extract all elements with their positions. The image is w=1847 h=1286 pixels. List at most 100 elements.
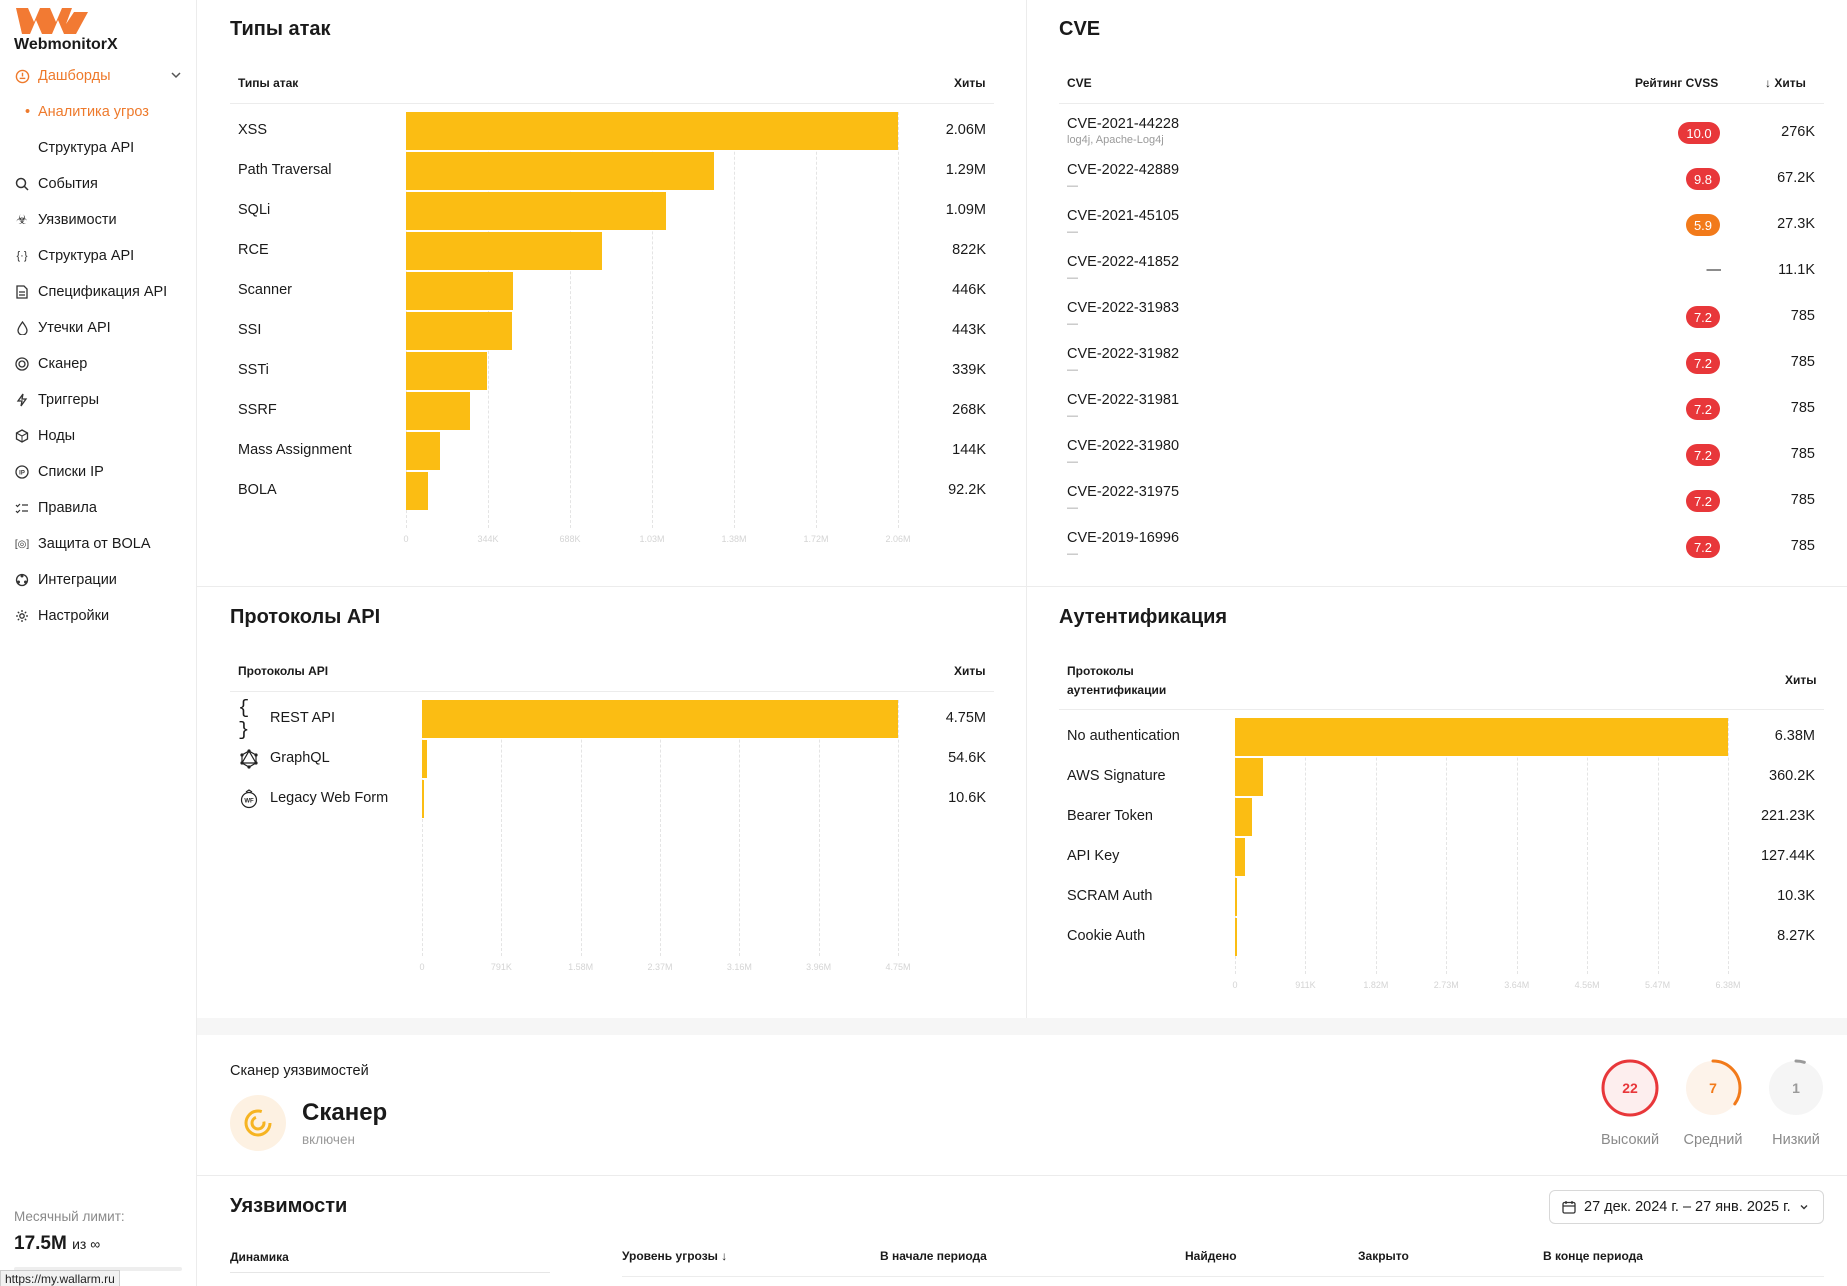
logo-text: WebmonitorX	[14, 36, 118, 53]
drop-icon	[14, 320, 30, 336]
monthly-limit-value: 17.5M из ∞	[14, 1233, 100, 1255]
sidebar-item-api-structure[interactable]: {·} Структура API	[0, 238, 196, 274]
column-header-hits[interactable]: Хиты	[1785, 673, 1817, 687]
column-header-hits-sorted[interactable]: ↓ Хиты	[1765, 76, 1806, 90]
row-value: 11.1K	[1778, 262, 1815, 278]
limit-of: из ∞	[72, 1236, 101, 1252]
x-tick-label: 2.37M	[647, 962, 673, 972]
column-header-cve[interactable]: CVE	[1067, 76, 1092, 90]
cvss-badge: 7.2	[1686, 444, 1720, 466]
x-tick-label: 4.75M	[885, 962, 911, 972]
row-label: XSS	[238, 122, 268, 138]
sidebar-item-vulnerabilities[interactable]: ☣ Уязвимости	[0, 202, 196, 238]
sidebar-item-api-structure-dashboard[interactable]: Структура API	[0, 130, 196, 166]
bar	[406, 152, 715, 190]
cve-id[interactable]: CVE-2021-45105	[1067, 208, 1180, 224]
row-label: Path Traversal	[238, 162, 332, 178]
section-gap	[197, 1018, 1847, 1035]
row-label: REST API	[270, 710, 336, 726]
chart-gridline	[1728, 718, 1729, 974]
chevron-down-icon	[1799, 1202, 1809, 1212]
column-header-period-start[interactable]: В начале периода	[880, 1249, 987, 1263]
chart-gridline	[1375, 718, 1377, 974]
chevron-down-icon[interactable]	[170, 69, 182, 84]
sidebar-item-ip-lists[interactable]: IP Списки IP	[0, 454, 196, 490]
sidebar-item-api-leaks[interactable]: Утечки API	[0, 310, 196, 346]
cve-id[interactable]: CVE-2022-41852	[1067, 254, 1180, 270]
row-value: 67.2K	[1777, 170, 1815, 186]
column-header-cvss[interactable]: Рейтинг CVSS	[1635, 76, 1719, 90]
x-tick-label: 2.73M	[1433, 980, 1459, 990]
bar	[406, 312, 512, 350]
cve-description: —	[1067, 180, 1078, 192]
sidebar-item-integrations[interactable]: Интеграции	[0, 562, 196, 598]
bar	[422, 700, 898, 738]
cve-id[interactable]: CVE-2022-31980	[1067, 438, 1180, 454]
cve-description: —	[1067, 226, 1078, 238]
row-label: GraphQL	[270, 750, 330, 766]
row-label: SQLi	[238, 202, 271, 218]
sidebar-item-nodes[interactable]: Ноды	[0, 418, 196, 454]
scanner-status: включен	[302, 1132, 355, 1147]
cve-id[interactable]: CVE-2022-31982	[1067, 346, 1180, 362]
sidebar-item-label: Уязвимости	[38, 212, 117, 228]
panel-divider-vertical	[1026, 0, 1027, 1018]
cve-id[interactable]: CVE-2022-31981	[1067, 392, 1180, 408]
column-header-found[interactable]: Найдено	[1185, 1249, 1237, 1263]
table-header-divider	[230, 691, 994, 692]
column-header-hits[interactable]: Хиты	[954, 664, 986, 678]
column-header-period-end[interactable]: В конце периода	[1543, 1249, 1643, 1263]
cve-id[interactable]: CVE-2022-42889	[1067, 162, 1180, 178]
column-header-protocol[interactable]: Протоколы API	[238, 664, 329, 678]
column-header-closed[interactable]: Закрыто	[1358, 1249, 1409, 1263]
chart-gridline	[898, 700, 899, 956]
cve-id[interactable]: CVE-2019-16996	[1067, 530, 1180, 546]
column-header-dynamics[interactable]: Динамика	[230, 1250, 289, 1264]
row-value: 6.38M	[1774, 728, 1815, 744]
sidebar-item-events[interactable]: События	[0, 166, 196, 202]
row-label: AWS Signature	[1067, 768, 1166, 784]
sidebar-item-dashboards[interactable]: Дашборды	[0, 58, 196, 94]
vulns-title: Уязвимости	[230, 1195, 348, 1217]
bar	[1235, 838, 1245, 876]
x-tick-label: 1.03M	[639, 534, 665, 544]
date-range-picker[interactable]: 27 дек. 2024 г. – 27 янв. 2025 г.	[1549, 1190, 1824, 1224]
bar	[406, 112, 898, 150]
row-value: 4.75M	[945, 710, 986, 726]
sidebar-item-label: Настройки	[38, 608, 110, 624]
row-value: 1.29M	[945, 162, 986, 178]
row-value: 785	[1790, 400, 1815, 416]
cvss-badge: 9.8	[1686, 168, 1720, 190]
column-header-attack-type[interactable]: Типы атак	[238, 76, 299, 90]
column-header-line: Протоколы	[1067, 664, 1134, 678]
sidebar-item-scanner[interactable]: Сканер	[0, 346, 196, 382]
bar	[406, 432, 441, 470]
column-header-auth-protocol[interactable]: Протоколы аутентификации	[1067, 664, 1166, 697]
cve-id[interactable]: CVE-2022-31983	[1067, 300, 1180, 316]
sidebar-item-label: Спецификация API	[38, 284, 168, 300]
cve-id[interactable]: CVE-2021-44228	[1067, 116, 1180, 132]
row-value: 2.06M	[945, 122, 986, 138]
row-value: 446K	[952, 282, 986, 298]
logo[interactable]: WebmonitorX	[14, 2, 118, 54]
cve-id[interactable]: CVE-2022-31975	[1067, 484, 1180, 500]
risk-label: Высокий	[1600, 1132, 1660, 1148]
column-header-hits[interactable]: Хиты	[954, 76, 986, 90]
column-header-line: аутентификации	[1067, 683, 1167, 697]
chart-gridline	[1305, 718, 1307, 974]
sidebar-item-bola[interactable]: [◎] Защита от BOLA	[0, 526, 196, 562]
sidebar-item-api-spec[interactable]: Спецификация API	[0, 274, 196, 310]
scanner-icon	[14, 356, 30, 372]
sidebar-item-rules[interactable]: Правила	[0, 490, 196, 526]
chart-gridline	[501, 700, 503, 956]
x-tick-label: 344K	[477, 534, 499, 544]
chart-gridline	[1657, 718, 1659, 974]
sidebar-item-settings[interactable]: Настройки	[0, 598, 196, 634]
x-tick-label: 1.38M	[721, 534, 747, 544]
sidebar-item-triggers[interactable]: Триггеры	[0, 382, 196, 418]
column-header-threat-level[interactable]: Уровень угрозы ↓	[622, 1249, 727, 1263]
date-range-value: 27 дек. 2024 г. – 27 янв. 2025 г.	[1584, 1199, 1791, 1215]
row-label: RCE	[238, 242, 269, 258]
sidebar-item-threat-analytics[interactable]: Аналитика угроз	[0, 94, 196, 130]
node-icon	[14, 428, 30, 444]
